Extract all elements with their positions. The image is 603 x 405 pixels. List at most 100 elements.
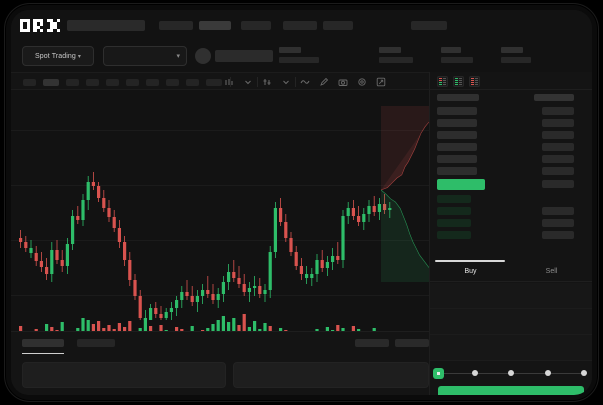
orderbook-ask-size: [542, 167, 574, 175]
logo-cell: [33, 22, 37, 26]
nav-buy-crypto[interactable]: [159, 21, 193, 30]
gridline: [11, 185, 429, 186]
logo-cell: [23, 28, 27, 32]
active-tab-underline: [22, 353, 64, 354]
orderbook-ask-row[interactable]: [437, 155, 477, 163]
tf-1d[interactable]: [126, 79, 139, 86]
instrument-bar: Spot Trading ▾ ▾: [11, 40, 592, 72]
orderbook-bid-row[interactable]: [437, 195, 471, 203]
chevron-down-icon: ▾: [77, 54, 82, 60]
tf-1h[interactable]: [86, 79, 99, 86]
depth-chart-overlay: [381, 106, 429, 282]
logo-cell: [23, 19, 27, 23]
amount-percent-slider[interactable]: [434, 368, 587, 380]
stat-value: [279, 57, 319, 63]
orderbook-ask-row[interactable]: [437, 107, 477, 115]
orderbook-bid-size: [542, 231, 574, 239]
hide-other-pairs-toggle[interactable]: [355, 339, 389, 347]
nav-trade[interactable]: [241, 21, 271, 30]
logo-cell: [20, 28, 24, 32]
tf-1w[interactable]: [146, 79, 159, 86]
toolbar-divider: [295, 77, 296, 87]
tf-1m[interactable]: [23, 79, 36, 86]
icon-bars: [471, 78, 474, 85]
amount-field[interactable]: [430, 309, 592, 335]
orderbook-ask-row[interactable]: [437, 143, 477, 151]
gridline: [11, 130, 429, 131]
account-placeholder[interactable]: [411, 21, 447, 30]
slider-stop-25[interactable]: [471, 370, 478, 376]
tf-1mo[interactable]: [166, 79, 179, 86]
orderbook-view-both-icon[interactable]: [437, 76, 448, 87]
stat-label: [441, 47, 461, 53]
nav-earn[interactable]: [283, 21, 317, 30]
logo-cell: [49, 28, 54, 32]
orderbook-ask-size: [542, 131, 574, 139]
orderbook-ask-size: [542, 143, 574, 151]
orderbook-ask-row[interactable]: [437, 167, 477, 175]
toolbar-divider: [230, 77, 231, 87]
orderbook-ask-row[interactable]: [437, 119, 477, 127]
orders-table-right[interactable]: [233, 362, 429, 388]
slider-stop-0[interactable]: [434, 369, 443, 378]
chevron-down-icon[interactable]: [243, 77, 253, 87]
orders-table-left[interactable]: [22, 362, 226, 388]
chevron-down-icon[interactable]: [281, 77, 291, 87]
tf-15m[interactable]: [66, 79, 79, 86]
pair-name-placeholder[interactable]: [215, 50, 273, 62]
slider-stop-100[interactable]: [581, 370, 587, 376]
stat-value: [379, 57, 413, 63]
logo-cell: [20, 19, 24, 23]
pair-coin-avatar: [195, 48, 211, 64]
line-tool-icon[interactable]: [300, 77, 310, 87]
slider-stop-50[interactable]: [508, 370, 514, 376]
chevron-down-icon: ▾: [176, 53, 180, 60]
nav-markets[interactable]: [199, 21, 231, 30]
orderbook[interactable]: [430, 90, 592, 260]
nav-more[interactable]: [323, 21, 353, 30]
total-field[interactable]: [430, 335, 592, 361]
order-side-tabs: Buy Sell: [430, 260, 592, 282]
volume-series: [19, 314, 376, 331]
gridline: [11, 240, 429, 241]
logo-cell: [53, 22, 57, 26]
orderbook-bid-row[interactable]: [437, 219, 471, 227]
tf-custom[interactable]: [206, 79, 222, 86]
trading-mode-dropdown[interactable]: Spot Trading ▾: [22, 46, 94, 66]
tf-4h[interactable]: [106, 79, 119, 86]
price-chart[interactable]: [11, 90, 429, 331]
orderbook-bid-row[interactable]: [437, 207, 471, 215]
orderbook-view-asks-icon[interactable]: [469, 76, 480, 87]
indicators-icon[interactable]: [224, 77, 234, 87]
slider-stop-75[interactable]: [544, 370, 551, 376]
chart-type-icon[interactable]: [262, 77, 272, 87]
place-buy-order-button[interactable]: [438, 386, 584, 395]
fullscreen-icon[interactable]: [376, 77, 386, 87]
screenshot-icon[interactable]: [338, 77, 348, 87]
gridline: [11, 295, 429, 296]
stat-value: [501, 57, 531, 63]
icon-lines: [443, 78, 446, 86]
cancel-all-button[interactable]: [395, 339, 429, 347]
drawing-tool-icon[interactable]: [319, 77, 329, 87]
size-header: [534, 94, 574, 101]
orderbook-bid-row[interactable]: [437, 231, 471, 239]
settings-icon[interactable]: [357, 77, 367, 87]
tab-order-history[interactable]: [77, 339, 115, 347]
tab-buy[interactable]: Buy: [430, 260, 511, 282]
icon-bars: [455, 78, 458, 85]
tf-5m[interactable]: [43, 79, 59, 86]
orderbook-view-bids-icon[interactable]: [453, 76, 464, 87]
tab-sell[interactable]: Sell: [511, 260, 592, 282]
logo-cell: [33, 28, 37, 32]
trading-pair-select[interactable]: ▾: [103, 46, 187, 66]
tab-open-orders[interactable]: [22, 339, 64, 347]
active-tab-underline: [435, 260, 505, 262]
logo-cell: [49, 25, 54, 29]
orderbook-ask-row[interactable]: [437, 131, 477, 139]
price-field[interactable]: [430, 283, 592, 309]
tf-more[interactable]: [186, 79, 199, 86]
trading-mode-label: Spot Trading: [34, 53, 76, 60]
okx-logo[interactable]: [20, 19, 60, 32]
search-box[interactable]: [67, 20, 145, 31]
